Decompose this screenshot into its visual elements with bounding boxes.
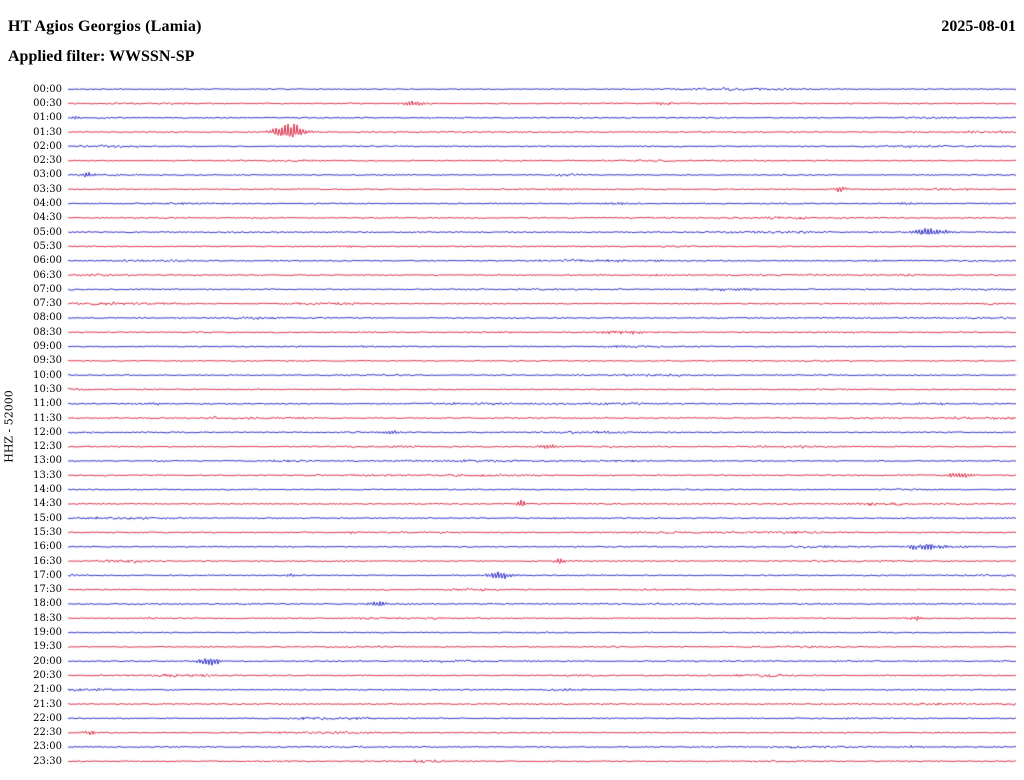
helicorder-plot xyxy=(0,0,1024,780)
